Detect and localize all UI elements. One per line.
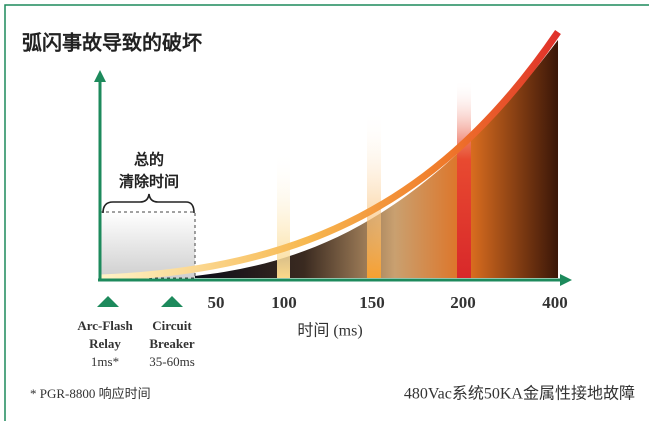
x-axis-label: 时间 (ms) (297, 322, 362, 340)
footnote: * PGR-8800 响应时间 (30, 386, 151, 401)
frame (4, 4, 649, 421)
title: 弧闪事故导致的破坏 (22, 31, 202, 55)
damage-curve (99, 30, 561, 282)
caption: 480Vac系统50KA金属性接地故障 (404, 385, 635, 403)
bar-200 (457, 80, 471, 278)
x-arrow (560, 274, 572, 286)
brace (102, 193, 195, 214)
bar-100 (277, 150, 290, 278)
breaker-marker (161, 296, 183, 307)
device-name: Circuit (152, 318, 192, 333)
device-name: Relay (89, 336, 121, 351)
bar-150 (367, 110, 381, 278)
x-tick-label: 100 (271, 293, 297, 312)
relay-marker (97, 296, 119, 307)
y-arrow (94, 70, 106, 82)
x-tick-label: 150 (359, 293, 385, 312)
device-time: 35-60ms (149, 354, 195, 369)
x-tick-label: 50 (208, 293, 225, 312)
clearing-label: 清除时间 (119, 173, 179, 191)
device-time: 1ms* (91, 354, 119, 369)
device-name: Arc-Flash (77, 318, 133, 333)
x-tick-label: 400 (542, 293, 568, 312)
x-tick-label: 200 (450, 293, 476, 312)
device-name: Breaker (149, 336, 194, 351)
clearing-label: 总的 (134, 151, 164, 169)
